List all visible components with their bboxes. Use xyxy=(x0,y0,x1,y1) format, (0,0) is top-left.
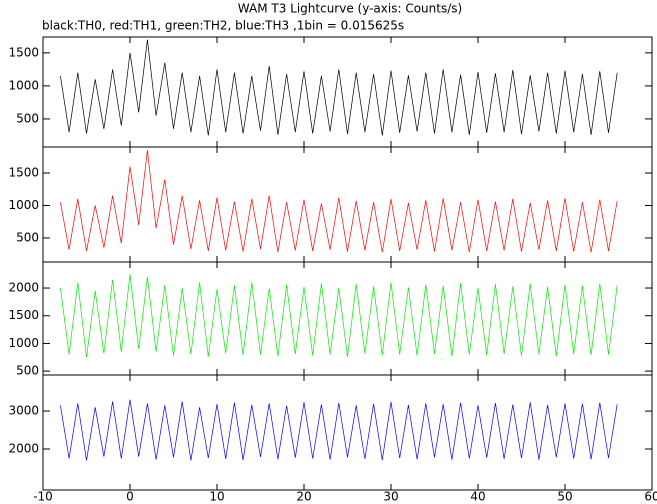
x-tick-label: 0 xyxy=(126,490,134,504)
x-tick-label: 10 xyxy=(209,490,224,504)
y-tick-label: 500 xyxy=(16,111,39,125)
panel-frame xyxy=(42,146,653,263)
y-tick-label: 1000 xyxy=(8,78,39,92)
panel-frame xyxy=(42,36,653,148)
light-curve xyxy=(60,150,618,253)
y-tick-label: 1500 xyxy=(8,165,39,179)
y-tick-label: 1500 xyxy=(8,308,39,322)
y-tick-label: 1000 xyxy=(8,336,39,350)
x-tick-label: 20 xyxy=(296,490,311,504)
y-tick-label: 1500 xyxy=(8,45,39,59)
x-tick-label: -10 xyxy=(33,490,53,504)
y-tick-label: 500 xyxy=(16,230,39,244)
chart-title: WAM T3 Lightcurve (y-axis: Counts/s) xyxy=(238,2,462,16)
y-tick-label: 2000 xyxy=(8,442,39,456)
x-tick-label: 30 xyxy=(383,490,398,504)
light-curve xyxy=(60,399,618,461)
x-tick-label: 60 xyxy=(644,490,657,504)
x-tick-label: 50 xyxy=(557,490,572,504)
y-tick-label: 1000 xyxy=(8,198,39,212)
light-curve xyxy=(60,274,618,358)
x-tick-label: 40 xyxy=(470,490,485,504)
y-tick-label: 2000 xyxy=(8,281,39,295)
y-tick-label: 3000 xyxy=(8,404,39,418)
chart-subtitle: black:TH0, red:TH1, green:TH2, blue:TH3 … xyxy=(42,19,404,33)
y-tick-label: 500 xyxy=(16,364,39,378)
light-curve xyxy=(60,39,618,136)
panel-frame xyxy=(42,374,653,491)
